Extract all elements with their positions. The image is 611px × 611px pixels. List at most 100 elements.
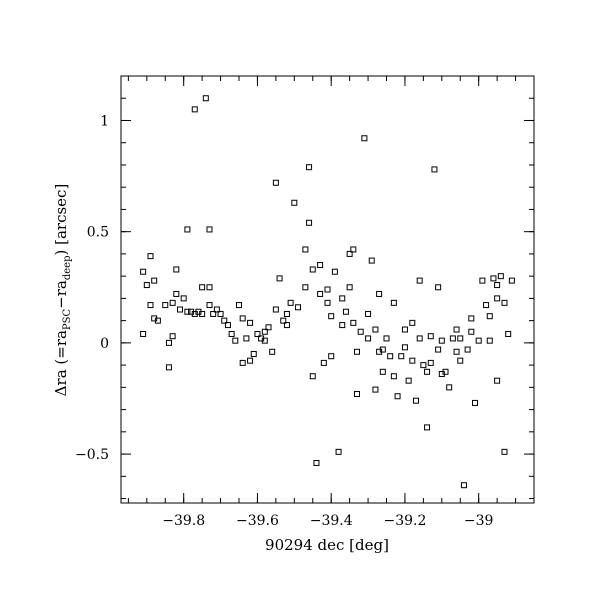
data-point [387,353,394,360]
data-point [494,295,501,302]
plot-frame [120,75,535,504]
data-point [342,308,349,315]
data-point [479,277,486,284]
data-point [427,359,434,366]
data-point [295,304,301,311]
data-point [269,348,276,355]
y-label-mid: −ra [52,280,70,309]
data-point [154,317,161,324]
data-point [468,328,475,335]
y-tick-label: 1 [100,113,109,129]
data-point [339,322,346,329]
data-point [442,368,449,375]
data-point [261,337,268,344]
data-point [272,306,279,313]
data-point [191,310,198,317]
data-point [280,317,287,324]
data-point [416,335,423,342]
data-point [169,299,176,306]
data-point [357,328,364,335]
data-point [365,335,372,342]
data-point [486,313,493,320]
data-point [368,257,375,264]
data-point [191,106,198,113]
data-point [184,226,191,233]
data-point [446,384,453,391]
data-point [224,322,231,329]
data-point [435,284,442,291]
x-tick-label: −39.2 [383,513,426,529]
y-tick-label: 0.5 [87,225,109,241]
data-point [202,95,209,102]
data-point [453,326,460,333]
data-point [320,359,327,366]
data-point [372,326,379,333]
data-point [151,277,158,284]
data-point [206,284,213,291]
data-point [239,315,246,322]
data-point [457,335,464,342]
data-point [475,337,482,344]
data-point [424,424,431,431]
data-point [424,368,431,375]
data-point [217,310,224,317]
data-point [486,337,493,344]
data-point [210,310,217,317]
data-point [508,277,515,284]
data-point [177,306,183,313]
y-tick-labels: −0.5 0 0.5 1 [75,113,109,463]
data-point [206,302,213,309]
data-point [354,391,360,398]
data-point [317,262,324,269]
data-point [398,353,405,360]
data-point [490,275,497,282]
data-point [140,330,147,337]
data-point [376,290,383,297]
data-point [494,282,501,289]
data-point [265,324,272,331]
data-point [416,277,423,284]
data-point [313,459,320,466]
data-point [457,357,464,364]
data-point [173,290,180,297]
data-point [339,295,346,302]
data-point [331,268,338,275]
data-point [346,284,353,291]
data-point [328,313,335,320]
x-tick-label: −39.4 [310,513,353,529]
data-point [501,299,508,306]
y-tick-label: 0 [100,336,109,352]
data-point [147,253,154,260]
data-point [365,310,372,317]
data-point [232,337,239,344]
data-point [376,348,383,355]
x-tick-label: −39.6 [236,513,279,529]
data-point [140,268,147,275]
data-point [472,399,478,406]
x-tick-labels: −39.8 −39.6 −39.4 −39.2 −39 [162,513,493,529]
data-point [180,295,187,302]
data-point [287,299,294,306]
data-point [401,326,408,333]
data-point [464,346,471,353]
y-label-sub-deep: deep [62,256,73,281]
data-point [449,335,456,342]
data-point [460,482,467,489]
data-point [420,362,427,369]
data-point [254,330,261,337]
data-point [261,328,268,335]
data-point [247,319,254,326]
data-point [247,357,254,364]
data-point [483,302,490,309]
data-point [309,266,316,273]
data-point [383,335,390,342]
data-point [228,330,235,337]
data-point [143,282,150,289]
data-point [243,335,250,342]
data-point [346,250,353,257]
data-point [162,302,169,309]
x-tick-label: −39 [464,513,494,529]
data-point [435,346,442,353]
y-tick-label: −0.5 [75,447,109,463]
